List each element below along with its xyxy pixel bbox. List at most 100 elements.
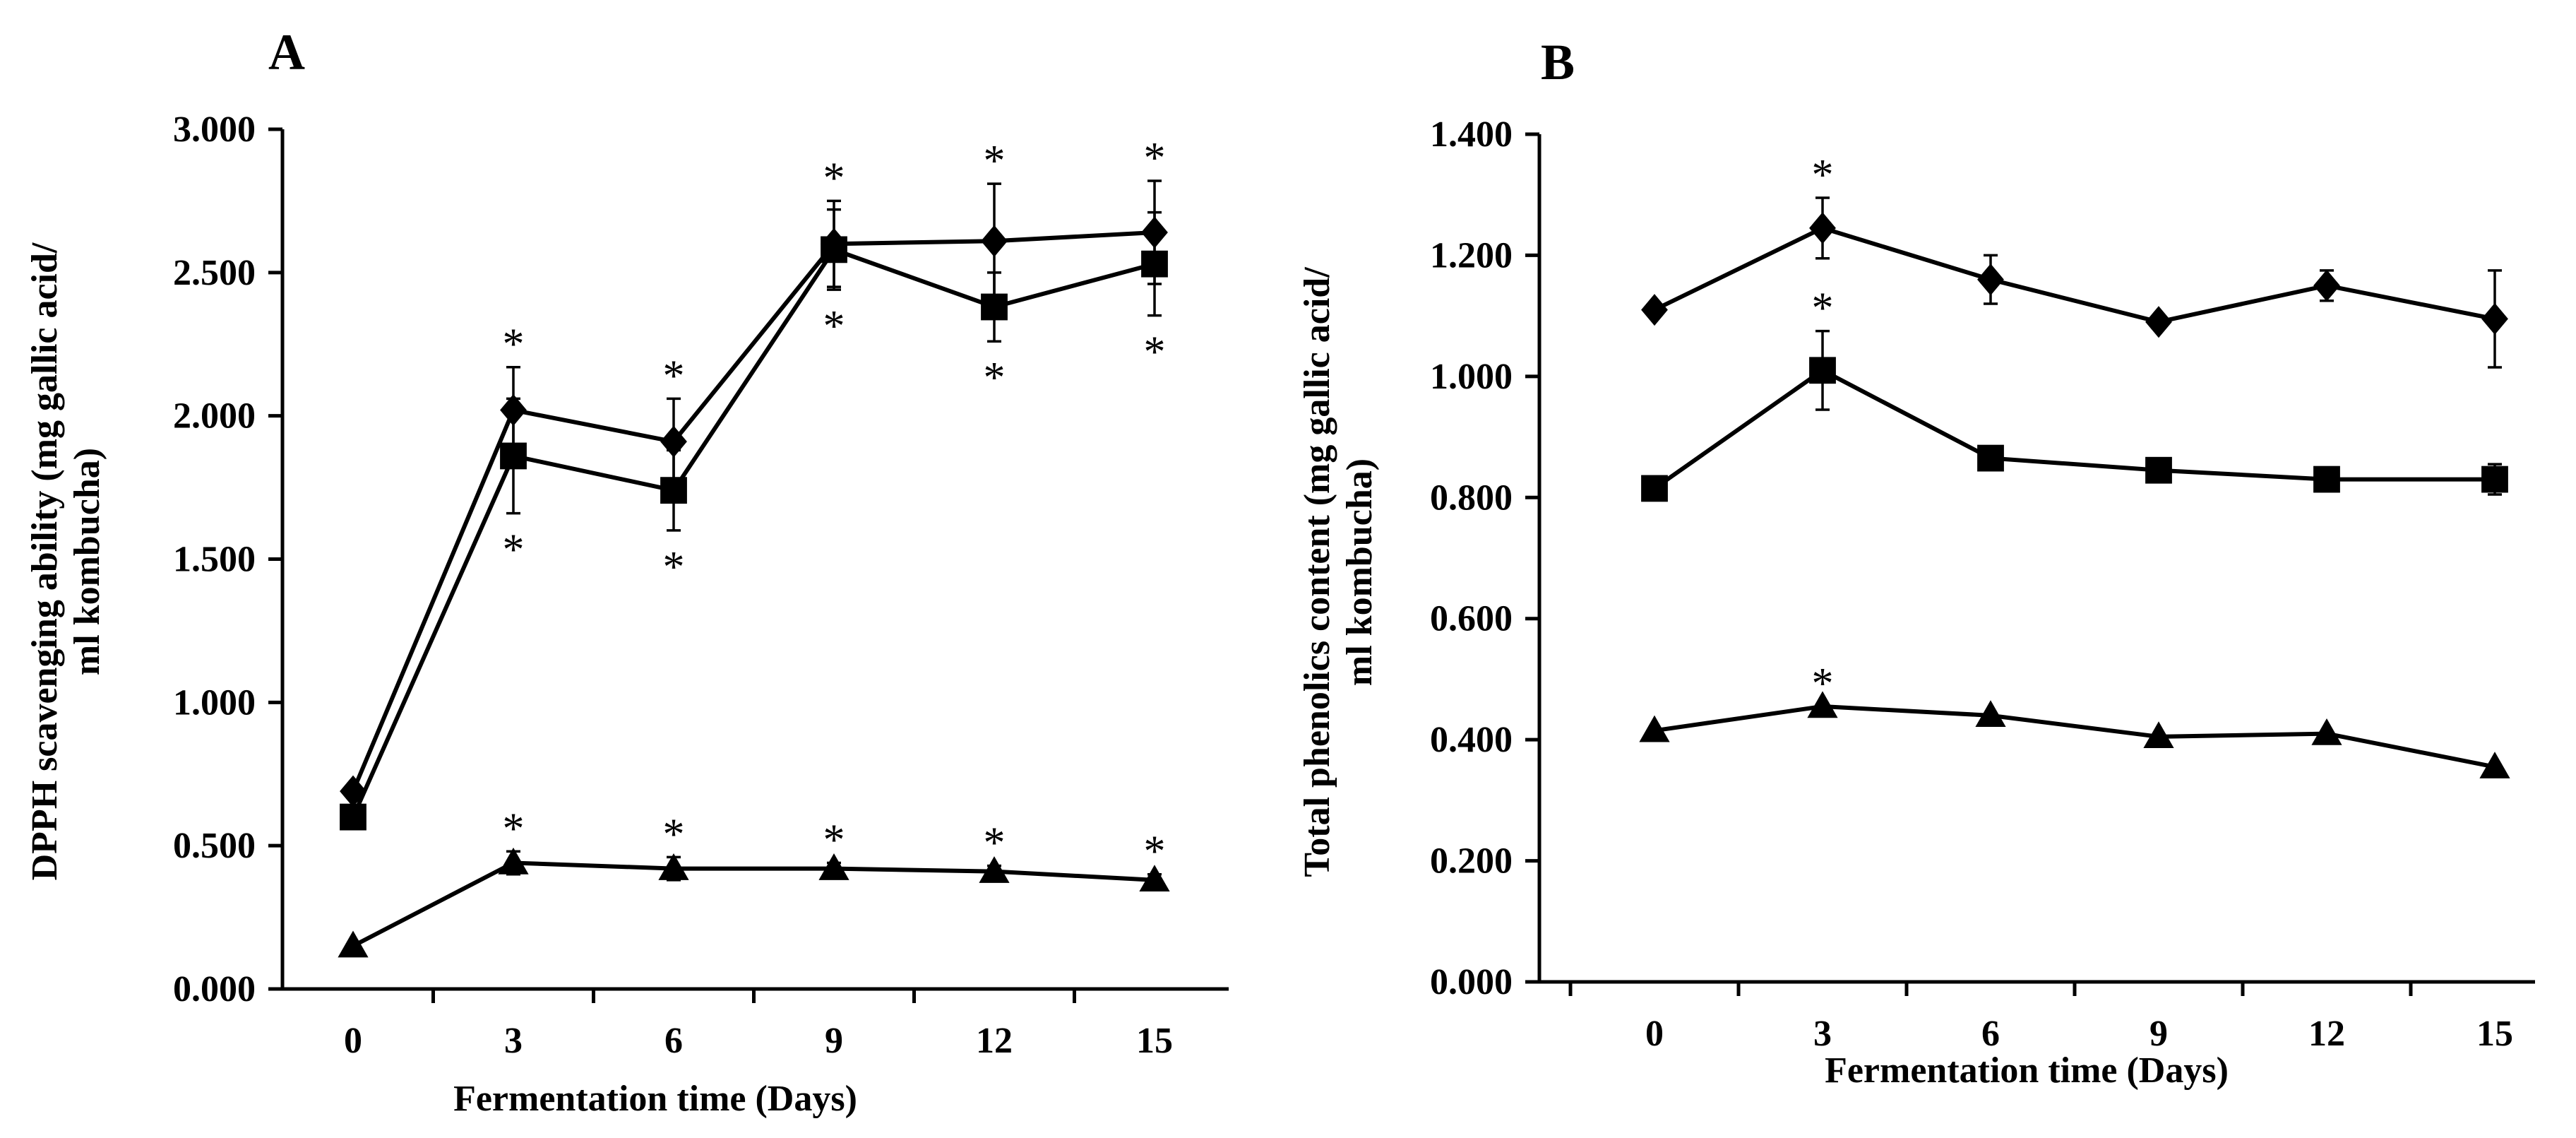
panel-a-significance-marker: * — [984, 137, 1006, 185]
panel-a-series-square-line — [351, 247, 1155, 818]
panel-a-significance-marker: * — [984, 819, 1006, 867]
panel-b-significance-marker: * — [1812, 151, 1834, 199]
panel-b-y-axis-title-line2: ml kombucha) — [1340, 458, 1380, 686]
panel-a-significance-marker: * — [663, 352, 685, 400]
panel-a-y-tick-label: 2.500 — [173, 253, 256, 293]
panel-a-point-diamond — [981, 225, 1008, 257]
panel-b-x-tick-label: 12 — [2308, 1014, 2345, 1054]
panel-a-point-triangle — [1139, 865, 1170, 892]
panel-a-point-triangle — [979, 856, 1010, 883]
panel-a-significance-marker: * — [503, 321, 525, 369]
panel-a-significance-marker: * — [1144, 134, 1166, 182]
panel-a-significance-marker: * — [663, 543, 685, 591]
panel-b-point-diamond — [1977, 263, 2004, 296]
panel-a-significance-marker: * — [1144, 828, 1166, 876]
panel-a-point-triangle — [818, 853, 849, 880]
panel-b-series-triangle-line — [1654, 704, 2496, 769]
panel-a-significance-marker: * — [984, 354, 1006, 402]
panel-b-y-tick-label: 1.400 — [1430, 114, 1513, 155]
panel-a-point-triangle — [338, 930, 369, 958]
panel-a-x-tick-label: 12 — [976, 1021, 1013, 1061]
panel-a-x-tick-label: 9 — [825, 1021, 843, 1061]
panel-b-y-tick-label: 0.000 — [1430, 962, 1513, 1002]
panel-a-y-axis-title-line2: ml kombucha) — [67, 448, 107, 675]
panel-b-y-tick-label: 1.000 — [1430, 357, 1513, 397]
panel-b-point-diamond — [2481, 302, 2508, 335]
panel-a-significance-marker: * — [1144, 328, 1166, 377]
panel-b-point-diamond — [1809, 212, 1836, 244]
panel-a: A DPPH scavenging ability (mg gallic aci… — [25, 24, 1229, 1119]
panel-a-point-square — [1141, 250, 1168, 278]
panel-a-point-square — [821, 236, 847, 263]
panel-b-y-tick-label: 0.200 — [1430, 841, 1513, 882]
panel-b-point-diamond — [1641, 294, 1668, 326]
panel-b-y-axis-title-line1: Total phenolics content (mg gallic acid/ — [1297, 267, 1337, 877]
panel-a-x-tick-label: 0 — [344, 1021, 362, 1061]
panel-a-series-diamond-line — [351, 230, 1155, 793]
panel-a-series-triangle-line — [352, 860, 1155, 948]
panel-b-y-tick-label: 0.600 — [1430, 599, 1513, 639]
panel-a-significance-marker: * — [823, 817, 845, 865]
panel-a-x-tick-label: 6 — [664, 1021, 683, 1061]
panel-b-x-axis-title: Fermentation time (Days) — [1825, 1050, 2229, 1091]
panel-a-y-tick-label: 3.000 — [173, 109, 256, 150]
panel-b-x-tick-label: 15 — [2476, 1014, 2513, 1054]
panel-b-y-tick-label: 0.800 — [1430, 478, 1513, 518]
panel-b-series-square-line — [1653, 367, 2495, 490]
panel-b-x-tick-label: 0 — [1645, 1014, 1664, 1054]
panel-b: B Total phenolics content (mg gallic aci… — [1297, 34, 2535, 1091]
panel-b-label: B — [1541, 34, 1575, 90]
panel-a-label: A — [268, 24, 305, 81]
panel-b-point-triangle — [2311, 718, 2342, 745]
panel-b-y-tick-label: 1.200 — [1430, 235, 1513, 275]
panel-a-significance-marker: * — [823, 302, 845, 350]
panel-a-point-square — [500, 442, 527, 470]
panel-a-x-tick-label: 15 — [1136, 1021, 1173, 1061]
panel-a-y-tick-label: 0.500 — [173, 826, 256, 866]
panel-a-significance-marker: * — [663, 810, 685, 858]
panel-b-point-square — [1809, 357, 1836, 384]
panel-a-y-tick-label: 0.000 — [173, 969, 256, 1009]
panel-a-significance-marker: * — [503, 805, 525, 853]
panel-b-point-triangle — [1639, 715, 1670, 742]
panel-a-series-square: * * * * * — [340, 208, 1168, 831]
panel-b-point-square — [2145, 456, 2172, 484]
panel-b-point-square — [2481, 466, 2508, 493]
panel-b-point-square — [1641, 475, 1668, 502]
panel-a-significance-marker: * — [503, 526, 525, 574]
panel-b-x-tick-label: 9 — [2149, 1014, 2168, 1054]
panel-a-point-square — [340, 803, 366, 831]
panel-a-y-tick-label: 1.000 — [173, 682, 256, 723]
panel-b-significance-marker: * — [1812, 660, 1834, 708]
panel-b-point-diamond — [2313, 269, 2340, 302]
panel-b-x-tick-label: 3 — [1813, 1014, 1832, 1054]
panel-b-point-square — [2313, 466, 2340, 493]
panel-b-series-triangle: * — [1639, 660, 2510, 778]
panel-a-point-square — [660, 477, 687, 504]
panel-a-y-tick-label: 1.500 — [173, 540, 256, 580]
panel-a-series-diamond: * * * * * — [340, 134, 1168, 807]
panel-b-significance-marker: * — [1812, 285, 1834, 333]
panel-b-series-square: * — [1641, 285, 2508, 502]
panel-a-point-triangle — [658, 853, 689, 880]
panel-a-series-triangle: * * * * * — [338, 805, 1170, 958]
panel-b-x-tick-label: 6 — [1981, 1014, 2000, 1054]
panel-a-y-tick-label: 2.000 — [173, 396, 256, 437]
panel-a-significance-marker: * — [823, 154, 845, 202]
panel-b-point-triangle — [1807, 691, 1838, 718]
panel-b-y-tick-label: 0.400 — [1430, 720, 1513, 760]
panel-a-point-square — [981, 293, 1008, 321]
panel-b-series-diamond: * — [1641, 151, 2508, 369]
panel-b-point-diamond — [2145, 306, 2172, 338]
panel-b-point-triangle — [2479, 752, 2510, 778]
panel-a-y-axis-title-line1: DPPH scavenging ability (mg gallic acid/ — [25, 242, 65, 880]
panel-a-point-triangle — [498, 847, 529, 875]
panel-b-point-square — [1977, 444, 2004, 472]
panel-a-x-axis-title: Fermentation time (Days) — [453, 1079, 857, 1119]
panel-b-point-triangle — [1975, 700, 2006, 728]
panel-b-series-diamond-line — [1653, 225, 2496, 324]
panel-b-point-triangle — [2143, 721, 2174, 749]
panel-b-plot-area: 0.000 0.200 0.400 0.600 0.800 1.000 1.200 1.400… — [1430, 114, 2535, 1054]
panel-a-plot-area: 0.000 0.500 1.000 1.500 2.000 2.500 3.000 0 3 6 9 1… — [173, 109, 1229, 1061]
